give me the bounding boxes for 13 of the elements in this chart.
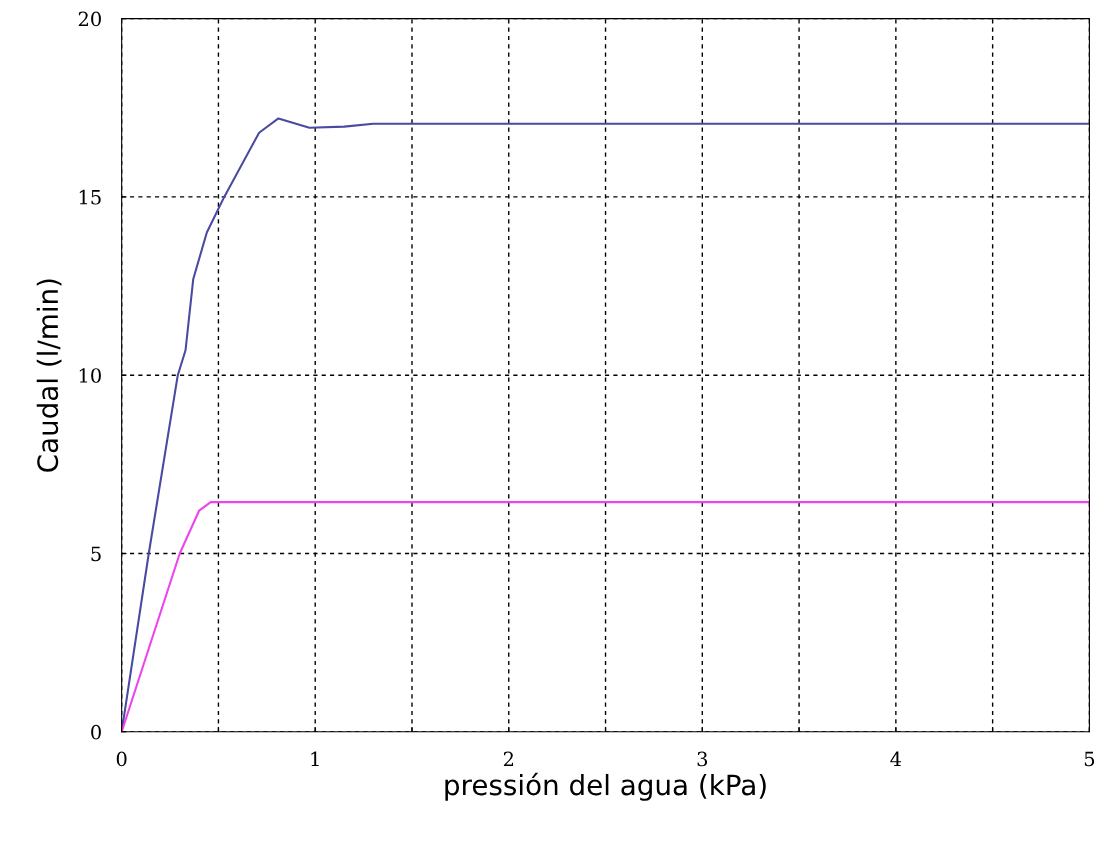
y-tick-label: 5 <box>91 546 101 562</box>
x-tick-label: 4 <box>890 751 902 767</box>
y-tick-label: 20 <box>78 11 101 27</box>
x-tick-label: 3 <box>697 751 708 767</box>
y-axis-title: Caudal (l/min) <box>36 279 62 472</box>
y-tick-label: 10 <box>79 368 101 383</box>
y-tick-label: 0 <box>91 724 101 740</box>
x-tick-label: 2 <box>503 751 514 767</box>
x-tick-label: 0 <box>116 751 127 767</box>
x-tick-label: 5 <box>1084 751 1095 767</box>
x-axis-title: pressión del agua (kPa) <box>445 772 766 801</box>
y-tick-label: 15 <box>79 189 101 205</box>
x-tick-label: 1 <box>311 751 319 767</box>
